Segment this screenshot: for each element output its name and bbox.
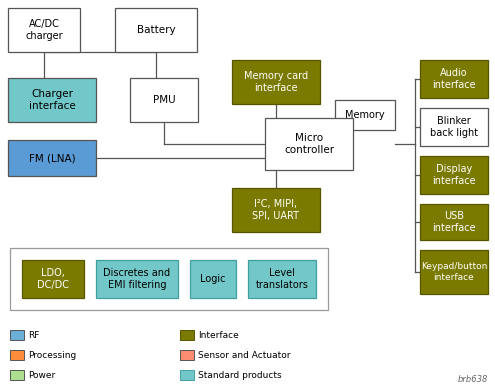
Text: brb638: brb638 <box>457 375 488 384</box>
Bar <box>190 260 236 298</box>
Bar <box>420 204 488 240</box>
Text: PMU: PMU <box>152 95 175 105</box>
Bar <box>8 140 96 176</box>
Bar <box>232 188 320 232</box>
Bar <box>130 78 198 122</box>
Text: Charger
interface: Charger interface <box>29 89 75 111</box>
Bar <box>265 118 353 170</box>
Bar <box>96 260 178 298</box>
Text: FM (LNA): FM (LNA) <box>29 153 75 163</box>
Bar <box>180 330 194 340</box>
Bar <box>180 370 194 380</box>
Bar <box>10 248 328 310</box>
Text: LDO,
DC/DC: LDO, DC/DC <box>37 268 69 290</box>
Bar <box>22 260 84 298</box>
Text: Level
translators: Level translators <box>255 268 308 290</box>
Bar <box>115 8 197 52</box>
Bar <box>8 8 80 52</box>
Text: Memory card
interface: Memory card interface <box>244 71 308 93</box>
Text: Processing: Processing <box>28 350 76 359</box>
Text: Standard products: Standard products <box>198 370 282 379</box>
Bar <box>420 60 488 98</box>
Text: Audio
interface: Audio interface <box>432 68 476 90</box>
Text: Display
interface: Display interface <box>432 164 476 186</box>
Text: Battery: Battery <box>137 25 175 35</box>
Text: Blinker
back light: Blinker back light <box>430 116 478 138</box>
Bar <box>420 156 488 194</box>
Text: Memory: Memory <box>345 110 385 120</box>
Text: Interface: Interface <box>198 330 239 339</box>
Bar <box>248 260 316 298</box>
Bar <box>10 330 24 340</box>
Text: Logic: Logic <box>200 274 226 284</box>
Text: Discretes and
EMI filtering: Discretes and EMI filtering <box>103 268 171 290</box>
Text: I²C, MIPI,
SPI, UART: I²C, MIPI, SPI, UART <box>252 199 299 221</box>
Text: RF: RF <box>28 330 40 339</box>
Bar <box>180 350 194 360</box>
Bar <box>10 350 24 360</box>
Text: Power: Power <box>28 370 55 379</box>
Bar <box>10 370 24 380</box>
Text: Sensor and Actuator: Sensor and Actuator <box>198 350 291 359</box>
Bar <box>420 108 488 146</box>
Text: AC/DC
charger: AC/DC charger <box>25 19 63 41</box>
Bar <box>232 60 320 104</box>
Text: Micro
controller: Micro controller <box>284 133 334 155</box>
Text: Keypad/button
interface: Keypad/button interface <box>421 262 487 282</box>
Text: USB
interface: USB interface <box>432 211 476 233</box>
Bar <box>8 78 96 122</box>
Bar <box>420 250 488 294</box>
Bar <box>335 100 395 130</box>
